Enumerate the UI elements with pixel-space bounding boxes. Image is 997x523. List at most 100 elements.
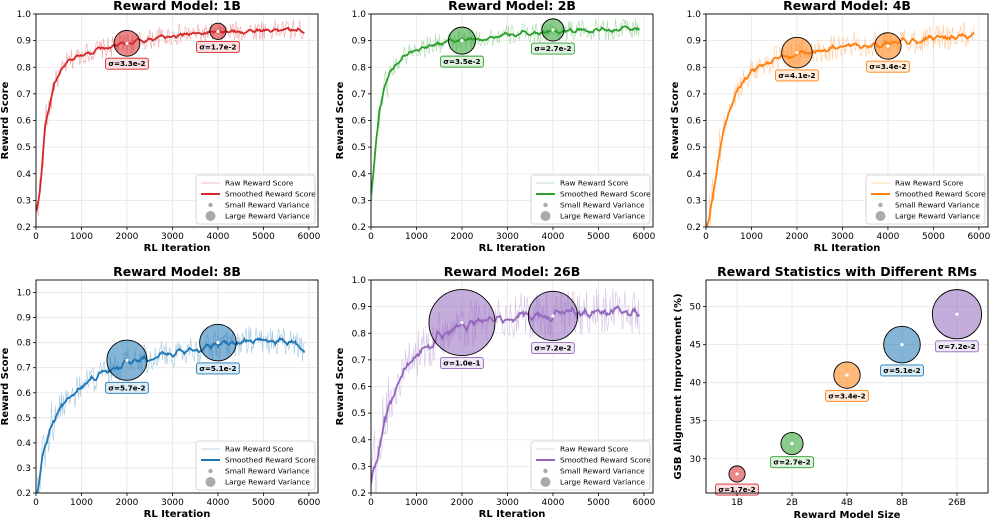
legend-smooth-label: Smoothed Reward Score (560, 190, 651, 199)
panel-4: σ=5.7e-2 σ=5.1e-2 0 1000 2000 3000 4000 5000 600… (0, 264, 321, 520)
panel-title: Reward Model: 8B (113, 264, 241, 279)
y-tick-label: 0.6 (17, 117, 32, 127)
x-tick-label: 1000 (70, 498, 93, 508)
y-axis-label: Reward Score (335, 81, 346, 159)
legend: Raw Reward Score Smoothed Reward Score Sma… (530, 440, 651, 491)
y-tick-label: 0.2 (17, 489, 31, 499)
variance-marker-center (125, 41, 129, 45)
y-tick-label: 1.0 (352, 10, 367, 20)
x-tick-label: 4000 (541, 232, 564, 242)
y-axis-label: Reward Score (335, 347, 346, 425)
panel-title: Reward Model: 26B (444, 264, 581, 279)
x-tick-label: 0 (33, 232, 39, 242)
legend-large-variance-swatch (875, 211, 886, 221)
y-tick-label: 0.9 (17, 37, 32, 47)
x-tick-label: 2000 (116, 232, 139, 242)
x-tick-label: 26B (948, 498, 966, 508)
sigma-label: σ=1.7e-2 (718, 485, 755, 494)
series-smoothed-reward-line (36, 336, 306, 493)
y-axis-label: Reward Score (670, 81, 681, 159)
legend-raw-label: Raw Reward Score (895, 179, 964, 188)
x-axis-label: RL Iteration (144, 509, 211, 520)
sigma-label-box (531, 342, 575, 354)
legend-smooth-label: Smoothed Reward Score (225, 190, 316, 199)
sigma-label-box (196, 40, 240, 53)
x-tick-label: 2000 (451, 498, 474, 508)
sigma-label: σ=5.7e-2 (108, 383, 145, 392)
y-tick-label: 30 (690, 455, 702, 465)
y-axis-label: GSB Alignment Improvement (%) (673, 293, 684, 479)
legend-small-label: Small Reward Variance (560, 467, 645, 476)
plot-area (371, 288, 641, 493)
y-tick-label: 45 (690, 341, 701, 351)
plot-area (36, 19, 305, 217)
sigma-label: σ=7.2e-2 (938, 342, 975, 351)
panel-5: σ=1.0e-1 σ=7.2e-2 0 1000 2000 3000 4000 5000 600… (335, 264, 656, 520)
x-tick-label: 4000 (541, 498, 564, 508)
y-tick-label: 0.3 (687, 196, 701, 206)
legend-raw-label: Raw Reward Score (225, 179, 294, 188)
x-tick-label: 6000 (632, 232, 655, 242)
x-tick-label: 5000 (252, 498, 275, 508)
sigma-label-box (105, 57, 149, 70)
variance-marker-center (216, 29, 220, 33)
legend-large-label: Large Reward Variance (895, 212, 980, 221)
y-tick-label: 0.7 (352, 356, 366, 366)
legend-small-label: Small Reward Variance (225, 201, 310, 210)
y-tick-label: 0.7 (352, 90, 366, 100)
y-tick-label: 0.6 (17, 389, 32, 399)
sigma-label: σ=2.7e-2 (773, 458, 810, 467)
legend: Raw Reward Score Smoothed Reward Score Sma… (530, 174, 651, 225)
x-tick-label: 0 (703, 232, 709, 242)
x-tick-label: 4000 (206, 498, 229, 508)
panel-3: σ=4.1e-2 σ=3.4e-2 0 1000 2000 3000 4000 5000 600… (670, 0, 991, 254)
y-tick-label: 1.0 (17, 10, 32, 20)
legend-box (530, 440, 651, 491)
y-tick-label: 0.3 (352, 462, 366, 472)
panel-title: Reward Model: 2B (448, 0, 576, 13)
sigma-label-box (880, 364, 924, 377)
sigma-label: σ=5.1e-2 (199, 364, 236, 373)
sigma-label: σ=7.2e-2 (534, 344, 571, 353)
scatter-point-center (735, 472, 739, 476)
y-tick-label: 0.5 (687, 143, 701, 153)
y-tick-label: 0.4 (17, 170, 32, 180)
y-tick-label: 0.4 (17, 439, 32, 449)
x-tick-label: 4000 (206, 232, 229, 242)
sigma-label: σ=1.7e-2 (199, 42, 236, 51)
y-tick-label: 0.7 (17, 364, 31, 374)
legend-box (195, 174, 316, 225)
y-tick-label: 0.9 (352, 303, 367, 313)
x-tick-label: 4B (841, 498, 853, 508)
legend-box (195, 440, 316, 491)
y-tick-label: 1.0 (687, 10, 702, 20)
y-axis-label: Reward Score (0, 81, 11, 159)
x-tick-label: 3000 (496, 232, 519, 242)
variance-marker-center (551, 28, 555, 32)
x-tick-label: 2000 (116, 498, 139, 508)
x-tick-label: 1000 (70, 232, 93, 242)
legend-large-variance-swatch (205, 211, 216, 221)
y-axis-label: Reward Score (0, 347, 11, 425)
series-smoothed-reward-line (371, 25, 640, 195)
y-tick-label: 0.8 (17, 63, 32, 73)
x-tick-label: 5000 (252, 232, 275, 242)
legend: Raw Reward Score Smoothed Reward Score Sma… (195, 440, 316, 491)
sigma-label-box (531, 42, 575, 55)
x-tick-label: 6000 (632, 498, 655, 508)
series-raw-reward-line (36, 19, 305, 217)
legend: Raw Reward Score Smoothed Reward Score Sma… (195, 174, 316, 225)
y-tick-label: 0.7 (17, 90, 31, 100)
sigma-label: σ=1.0e-1 (443, 359, 480, 368)
y-tick-label: 0.2 (687, 223, 701, 233)
sigma-label-box (196, 362, 240, 375)
legend-raw-label: Raw Reward Score (560, 445, 629, 454)
sigma-label-box (770, 456, 814, 469)
y-tick-label: 0.6 (352, 383, 367, 393)
y-tick-label: 1.0 (352, 276, 367, 286)
y-tick-label: 50 (690, 303, 702, 313)
x-tick-label: 8B (896, 498, 908, 508)
y-tick-label: 0.9 (687, 37, 702, 47)
y-tick-label: 0.5 (17, 143, 31, 153)
x-axis-label: RL Iteration (479, 509, 546, 520)
